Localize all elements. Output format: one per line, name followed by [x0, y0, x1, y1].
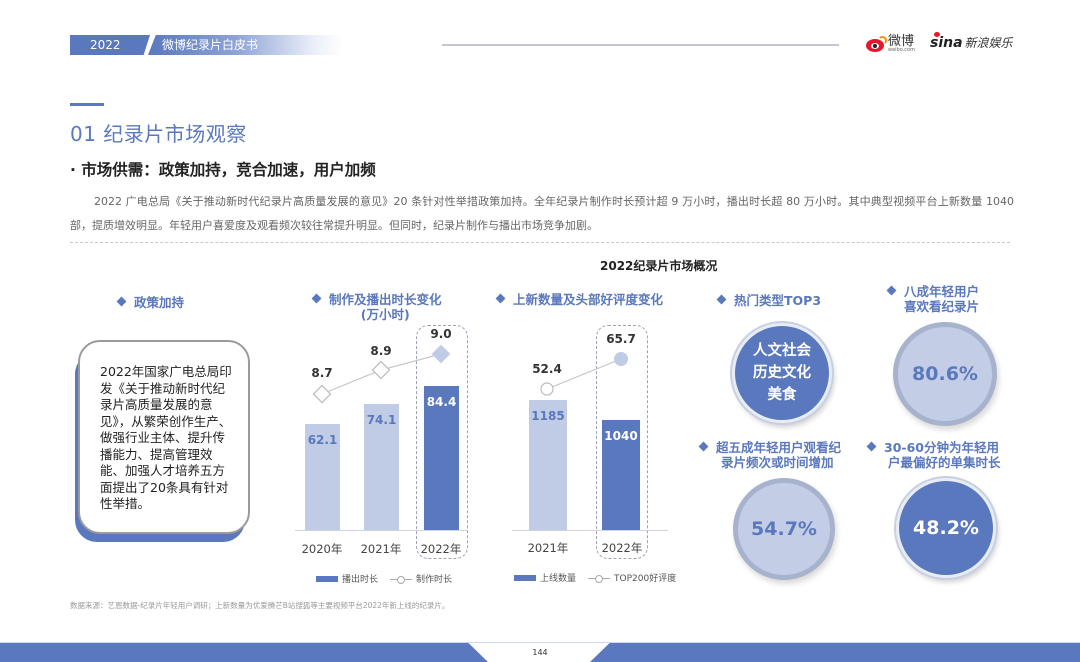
section-title: 01 纪录片市场观察 — [70, 122, 247, 146]
weibo-logo-sub: weibo.com — [888, 47, 915, 53]
chart2-bar-2021: 1185 — [529, 400, 567, 530]
chart1-line-label: 8.7 — [311, 366, 333, 380]
line-marker-icon — [371, 360, 391, 380]
footer-line — [0, 642, 1080, 643]
diamond-icon — [311, 293, 322, 304]
diamond-icon — [716, 294, 727, 305]
duration-heading: 30-60分钟为年轻用 户最偏好的单集时长 — [866, 440, 1001, 470]
duration-circle: 48.2% — [896, 478, 996, 578]
young-like-heading: 八成年轻用户 喜欢看纪录片 — [886, 284, 979, 314]
chart1-line-label: 8.9 — [370, 344, 392, 358]
chart1-bar-2021: 74.1 — [364, 404, 399, 530]
freq-increase-circle: 54.7% — [733, 478, 835, 580]
diamond-icon — [495, 293, 506, 304]
overview-title: 2022纪录片市场概况 — [600, 259, 718, 273]
chart1-highlight-box — [416, 325, 468, 559]
line-swatch-icon — [588, 574, 611, 583]
diamond-icon — [116, 296, 127, 307]
chart1-heading: 制作及播出时长变化 (万小时) — [311, 292, 442, 322]
sina-ent-logo: sina 新浪娱乐 — [930, 31, 1013, 51]
line-marker-icon — [614, 352, 628, 366]
chart2-line-label: 65.7 — [606, 332, 636, 346]
footer-band-left — [0, 643, 488, 662]
top3-heading: 热门类型TOP3 — [716, 293, 821, 308]
header-divider — [442, 44, 839, 46]
line-marker-icon — [540, 382, 554, 396]
footer-band-right — [590, 643, 1080, 662]
chart1-xlabel: 2020年 — [301, 542, 343, 556]
chart2-heading: 上新数量及头部好评度变化 — [495, 292, 663, 307]
chart2-highlight-box — [596, 325, 648, 559]
sina-logo-mark: sina — [930, 31, 963, 51]
diamond-icon — [866, 441, 877, 452]
line-marker-icon — [431, 344, 451, 364]
chart2-line-label: 52.4 — [532, 362, 562, 376]
chart1-xlabel: 2021年 — [360, 542, 402, 556]
top3-item: 人文社会 — [753, 343, 811, 359]
chart2-legend: 上线数量 TOP200好评度 — [514, 571, 676, 584]
chart2-axis — [512, 530, 668, 531]
chart1-xlabel: 2022年 — [420, 542, 462, 556]
chart1-bar-2022: 84.4 — [424, 386, 459, 530]
chart1-legend: 播出时长 制作时长 — [316, 572, 452, 585]
data-source-note: 数据来源：艺恩数据-纪录片年轻用户调研；上新数量为优爱腾芒B站搜狐等主要视频平台… — [70, 601, 450, 610]
weibo-eye-icon — [866, 36, 887, 52]
young-like-circle: 80.6% — [893, 322, 997, 426]
line-swatch-icon — [390, 575, 413, 584]
diamond-icon — [886, 285, 897, 296]
header-year-tag: 2022 — [70, 35, 150, 55]
freq-increase-heading: 超五成年轻用户观看纪 录片频次或时间增加 — [698, 440, 841, 470]
line-marker-icon — [312, 384, 332, 404]
chart1-axis — [295, 530, 467, 531]
bar-swatch-icon — [514, 574, 536, 581]
weibo-logo-text: 微博 — [888, 34, 915, 49]
section-subtitle: · 市场供需：政策加持，竞合加速，用户加频 — [70, 161, 376, 179]
top3-circle: 人文社会 历史文化 美食 — [732, 323, 832, 423]
freq-increase-value: 54.7% — [751, 518, 817, 540]
header-report-title: 微博纪录片白皮书 — [148, 35, 343, 55]
sina-logo-text: 新浪娱乐 — [964, 36, 1013, 50]
page-number: 144 — [532, 648, 548, 657]
chart1-bar-2020: 62.1 — [305, 424, 340, 530]
chart2-bar-2022: 1040 — [602, 420, 640, 530]
chart2-xlabel: 2021年 — [527, 541, 569, 555]
chart2-xlabel: 2022年 — [601, 541, 643, 555]
duration-value: 48.2% — [913, 517, 979, 539]
section-paragraph: 2022 广电总局《关于推动新时代纪录片高质量发展的意见》20 条针对性举措政策… — [70, 195, 1014, 232]
policy-heading: 政策加持 — [116, 295, 184, 310]
policy-card: 2022年国家广电总局印发《关于推动新时代纪录片高质量发展的意见》，从繁荣创作生… — [78, 340, 250, 534]
top3-item: 历史文化 — [753, 365, 811, 381]
section-accent-bar — [70, 103, 104, 106]
chart2-line — [540, 352, 628, 396]
dashed-divider — [70, 242, 1010, 243]
chart1-line-label: 9.0 — [430, 327, 452, 341]
weibo-logo: 微博 weibo.com — [866, 33, 915, 55]
top3-item: 美食 — [767, 387, 797, 403]
young-like-value: 80.6% — [912, 363, 978, 385]
diamond-icon — [698, 441, 709, 452]
bar-swatch-icon — [316, 575, 338, 582]
chart1-line — [312, 344, 451, 404]
